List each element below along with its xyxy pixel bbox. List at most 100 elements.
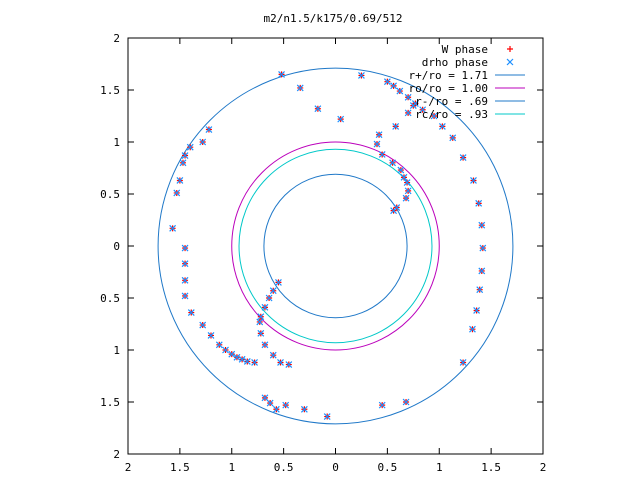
drho-phase-point bbox=[470, 177, 477, 184]
y-tick-labels: 2 1.5 1 0.5 0 0.5 1 1.5 2 bbox=[100, 32, 120, 461]
drho-phase-point bbox=[199, 321, 207, 329]
series-w-phase bbox=[169, 71, 486, 420]
drho-phase-point bbox=[285, 361, 293, 368]
y-tick-label: 1 bbox=[113, 136, 120, 149]
drho-phase-point bbox=[396, 87, 404, 95]
x-tick-label: 0.5 bbox=[377, 461, 397, 474]
drho-phase-point bbox=[296, 84, 304, 92]
drho-phase-point bbox=[181, 244, 189, 252]
drho-phase-point bbox=[358, 72, 365, 79]
y-tick-label: 1.5 bbox=[100, 84, 120, 97]
drho-phase-point bbox=[179, 159, 187, 167]
x-tick-label: 0 bbox=[332, 461, 339, 474]
drho-phase-point bbox=[243, 358, 251, 365]
x-tick-label: 1 bbox=[436, 461, 443, 474]
drho-phase-point bbox=[187, 309, 195, 316]
y-tick-label: 0.5 bbox=[100, 292, 120, 305]
circle-r-0_69 bbox=[263, 173, 408, 319]
y-tick-label: 1.5 bbox=[100, 396, 120, 409]
drho-phase-point bbox=[277, 359, 284, 366]
legend-label: rc/ro = .93 bbox=[415, 108, 488, 121]
drho-phase-point bbox=[176, 177, 184, 184]
drho-phase-point bbox=[438, 122, 446, 130]
drho-phase-point bbox=[215, 341, 223, 349]
drho-phase-point bbox=[479, 244, 487, 252]
drho-phase-point bbox=[373, 140, 381, 148]
phase-points bbox=[169, 70, 487, 420]
drho-phase-point bbox=[181, 152, 189, 159]
radius-circles bbox=[157, 67, 514, 425]
drho-phase-point bbox=[169, 224, 177, 232]
drho-phase-point bbox=[181, 292, 189, 300]
legend-label: r-/ro = .69 bbox=[415, 95, 488, 108]
x-tick-label: 1.5 bbox=[170, 461, 190, 474]
x-tick-label: 0.5 bbox=[274, 461, 294, 474]
drho-phase-point bbox=[222, 346, 229, 354]
drho-phase-point bbox=[392, 122, 400, 130]
drho-phase-point bbox=[459, 359, 467, 366]
drho-phase-point bbox=[389, 159, 396, 167]
drho-phase-point bbox=[475, 199, 483, 207]
legend-label: r+/ro = 1.71 bbox=[409, 69, 488, 82]
drho-phase-point bbox=[278, 70, 285, 78]
drho-phase-point bbox=[390, 82, 398, 90]
drho-phase-point bbox=[397, 166, 405, 174]
drho-phase-point bbox=[261, 303, 269, 311]
drho-phase-point bbox=[257, 313, 265, 321]
drho-phase-point bbox=[404, 93, 412, 101]
x-tick-label: 2 bbox=[125, 461, 132, 474]
drho-phase-point bbox=[173, 189, 181, 197]
legend-label: ro/ro = 1.00 bbox=[409, 82, 488, 95]
circle-r-0_93 bbox=[238, 148, 433, 344]
y-tick-label: 2 bbox=[113, 448, 120, 461]
legend-sample-x bbox=[506, 58, 514, 66]
drho-phase-point bbox=[238, 355, 246, 363]
drho-phase-point bbox=[404, 187, 412, 195]
drho-phase-point bbox=[205, 126, 213, 133]
drho-phase-point bbox=[469, 325, 476, 333]
drho-phase-point bbox=[272, 405, 280, 413]
drho-phase-point bbox=[375, 131, 383, 139]
drho-phase-point bbox=[282, 401, 290, 409]
drho-phase-point bbox=[476, 286, 484, 294]
drho-phase-point bbox=[409, 102, 417, 110]
axis-ticks bbox=[127, 37, 544, 455]
drho-phase-point bbox=[403, 179, 411, 186]
drho-phase-point bbox=[449, 134, 457, 142]
drho-phase-point bbox=[473, 307, 481, 314]
drho-phase-point bbox=[383, 78, 391, 86]
drho-phase-point bbox=[269, 351, 277, 359]
circle-r-1 bbox=[231, 141, 440, 351]
drho-phase-point bbox=[261, 341, 269, 349]
drho-phase-point bbox=[257, 329, 265, 337]
drho-phase-point bbox=[337, 115, 345, 123]
drho-phase-point bbox=[400, 173, 408, 181]
legend-label: drho phase bbox=[422, 56, 488, 69]
drho-phase-point bbox=[478, 267, 486, 275]
drho-phase-point bbox=[233, 353, 241, 361]
drho-phase-point bbox=[181, 276, 189, 284]
series-drho-phase bbox=[169, 70, 487, 420]
circle-r-1_71 bbox=[157, 67, 514, 425]
drho-phase-point bbox=[265, 294, 273, 302]
drho-phase-point bbox=[261, 394, 269, 402]
drho-phase-point bbox=[314, 105, 322, 113]
chart-title: m2/n1.5/k175/0.69/512 bbox=[263, 12, 402, 25]
drho-phase-point bbox=[430, 112, 438, 120]
drho-phase-point bbox=[402, 194, 410, 202]
drho-phase-point bbox=[404, 109, 412, 117]
y-tick-label: 0.5 bbox=[100, 188, 120, 201]
drho-phase-point bbox=[266, 399, 274, 407]
drho-phase-point bbox=[378, 151, 386, 158]
drho-phase-point bbox=[228, 350, 236, 358]
drho-phase-point bbox=[402, 398, 410, 406]
drho-phase-point bbox=[459, 154, 467, 162]
drho-phase-point bbox=[419, 106, 427, 114]
drho-phase-point bbox=[207, 332, 215, 339]
legend-label: W phase bbox=[442, 43, 488, 56]
drho-phase-point bbox=[186, 143, 194, 151]
y-tick-label: 0 bbox=[113, 240, 120, 253]
drho-phase-point bbox=[275, 278, 282, 286]
